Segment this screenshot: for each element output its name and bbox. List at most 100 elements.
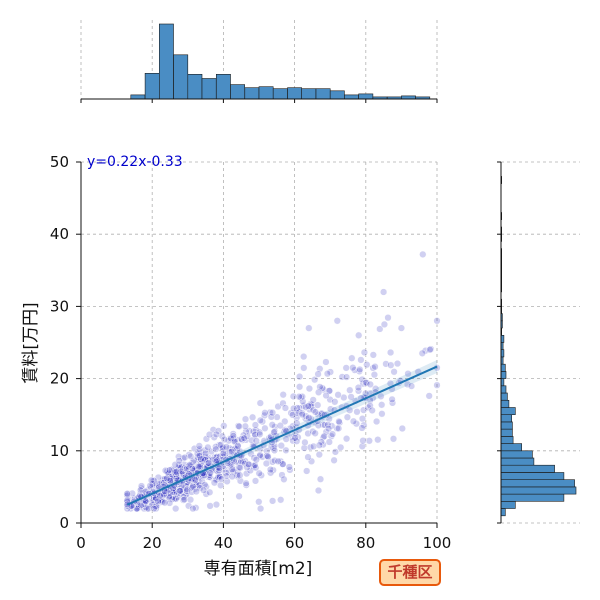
scatter-point — [256, 399, 264, 407]
scatter-point — [166, 476, 175, 485]
scatter-point — [393, 359, 402, 368]
scatter-point — [256, 430, 264, 438]
scatter-point — [234, 442, 242, 450]
y-histogram-bar — [500, 414, 512, 423]
scatter-point — [365, 437, 373, 445]
scatter-point — [123, 504, 131, 513]
y-axis-label: 賃料[万円] — [21, 302, 41, 383]
y-histogram-bar — [500, 399, 510, 408]
scatter-point — [379, 288, 388, 296]
scatter-point — [268, 458, 277, 466]
scatter-point — [326, 395, 334, 404]
x-histogram-bar — [301, 88, 317, 100]
axes-layer: 0 20 40 60 80 100 0 10 20 30 40 50 — [50, 153, 451, 552]
scatter-point — [295, 372, 304, 381]
scatter-point — [147, 476, 156, 484]
scatter-point — [403, 380, 412, 389]
y-histogram-bar — [500, 392, 508, 401]
scatter-point — [314, 486, 323, 495]
scatter-point — [362, 379, 370, 387]
scatter-point — [407, 382, 416, 390]
scatter-point — [342, 435, 351, 443]
y-histogram-bar — [500, 450, 533, 459]
scatter-point — [359, 437, 367, 445]
x-histogram-bar — [272, 88, 288, 100]
scatter-point — [195, 442, 203, 450]
scatter-point — [376, 325, 384, 333]
scatter-point — [425, 392, 433, 400]
scatter-point — [281, 404, 290, 412]
scatter-point — [190, 457, 198, 465]
scatter-point — [311, 429, 319, 437]
scatter-point — [252, 437, 260, 445]
scatter-point — [279, 460, 287, 468]
scatter-point — [195, 463, 203, 471]
scatter-point — [178, 483, 186, 491]
scatter-point — [214, 427, 223, 435]
y-histogram-bar — [500, 508, 506, 517]
scatter-point — [309, 406, 317, 414]
scatter-point — [290, 404, 298, 413]
y-tick-label: 0 — [59, 514, 69, 532]
x-marginal-histogram — [80, 23, 438, 103]
scatter-point — [314, 388, 323, 396]
scatter-point — [268, 409, 277, 417]
regression-layer — [126, 365, 438, 506]
x-tick-label: 40 — [214, 534, 233, 552]
scatter-point — [171, 461, 179, 469]
scatter-point — [172, 470, 180, 479]
y-histogram-bar — [500, 421, 513, 430]
scatter-point — [180, 495, 188, 504]
scatter-point — [217, 441, 225, 449]
y-histogram-bar — [500, 472, 565, 480]
scatter-point — [282, 435, 290, 443]
scatter-point — [300, 444, 308, 452]
scatter-point — [228, 465, 236, 473]
scatter-point — [280, 475, 288, 483]
scatter-point — [228, 447, 236, 456]
scatter-point — [267, 413, 275, 421]
scatter-point — [255, 498, 263, 506]
scatter-point — [199, 486, 208, 494]
scatter-point — [257, 471, 265, 479]
scatter-point — [305, 414, 313, 422]
scatter-point — [418, 349, 426, 357]
scatter-point — [205, 430, 214, 439]
scatter-point — [348, 354, 356, 362]
x-histogram-bar — [358, 93, 374, 100]
scatter-point — [270, 446, 279, 455]
scatter-point — [377, 392, 385, 400]
scatter-point — [304, 402, 312, 410]
scatter-point — [251, 477, 260, 485]
scatter-point — [301, 438, 309, 447]
scatter-point — [319, 433, 327, 442]
x-histogram-bar — [216, 74, 231, 100]
scatter-point — [146, 482, 154, 490]
y-tick-label: 50 — [50, 153, 69, 171]
scatter-point — [175, 461, 183, 469]
scatter-point — [144, 504, 153, 513]
scatter-point — [256, 416, 265, 425]
scatter-point — [289, 392, 298, 401]
scatter-point — [212, 430, 221, 439]
x-tick-label: 100 — [423, 534, 452, 552]
scatter-point — [152, 504, 160, 513]
scatter-point — [196, 462, 204, 470]
scatter-point — [255, 428, 264, 436]
y-tick-label: 30 — [50, 297, 69, 315]
x-histogram-bar — [315, 88, 331, 100]
scatter-point — [236, 477, 245, 485]
scatter-point — [325, 438, 333, 446]
scatter-point — [300, 364, 308, 372]
x-tick-label: 0 — [76, 534, 86, 552]
scatter-point — [222, 443, 230, 451]
scatter-point — [192, 487, 200, 496]
scatter-point — [333, 317, 341, 325]
y-histogram-bar — [500, 457, 535, 466]
scatter-point — [353, 408, 361, 416]
scatter-point — [241, 459, 249, 468]
scatter-point — [360, 348, 369, 357]
scatter-point — [378, 401, 386, 409]
scatter-point — [311, 408, 320, 416]
regression-line — [126, 365, 438, 506]
